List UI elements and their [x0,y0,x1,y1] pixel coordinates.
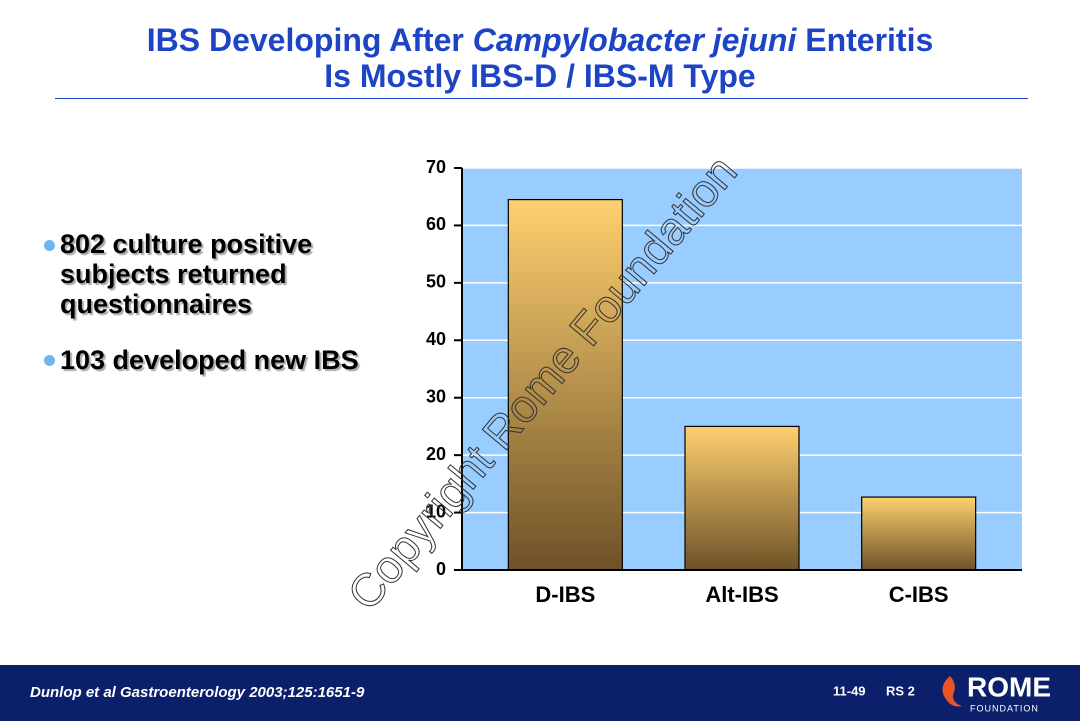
slide-number: 11-49 [833,683,866,698]
bar [684,425,800,571]
title-line: IBS Developing After Campylobacter jejun… [0,22,1080,58]
y-tick-label: 30 [426,386,446,406]
y-tick-label: 20 [426,444,446,464]
y-tick-label: 40 [426,329,446,349]
bullet-text: 802 culture positive subjects returned q… [60,229,313,319]
title-part: Enteritis [805,22,934,58]
x-tick-label: D-IBS [535,582,595,607]
title-rule [55,98,1028,99]
bar [507,198,623,571]
slide-code: RS 2 [886,683,915,698]
bullet-dot [44,240,55,251]
title-line: Is Mostly IBS-D / IBS-M Type [324,58,756,94]
title-part: IBS Developing After [146,22,464,58]
logo-text: ROME [967,671,1051,702]
y-tick-label: 50 [426,272,446,292]
citation: Dunlop et al Gastroenterology 2003;125:1… [30,684,365,701]
slide-title: IBS Developing After Campylobacter jejun… [0,22,1080,94]
title-part: Campylobacter jejuni [472,22,797,58]
x-tick-label: C-IBS [889,582,949,607]
y-tick-label: 0 [436,559,446,579]
bullet-text: 103 developed new IBS [60,345,359,375]
y-tick-label: 70 [426,157,446,177]
footer-band [0,665,1080,721]
bar [861,496,977,571]
y-tick-label: 10 [426,501,446,521]
logo-subtext: FOUNDATION [970,703,1039,713]
logo-icon [942,676,962,707]
x-tick-label: Alt-IBS [705,582,778,607]
bullet-dot [44,355,55,366]
y-tick-label: 60 [426,214,446,234]
